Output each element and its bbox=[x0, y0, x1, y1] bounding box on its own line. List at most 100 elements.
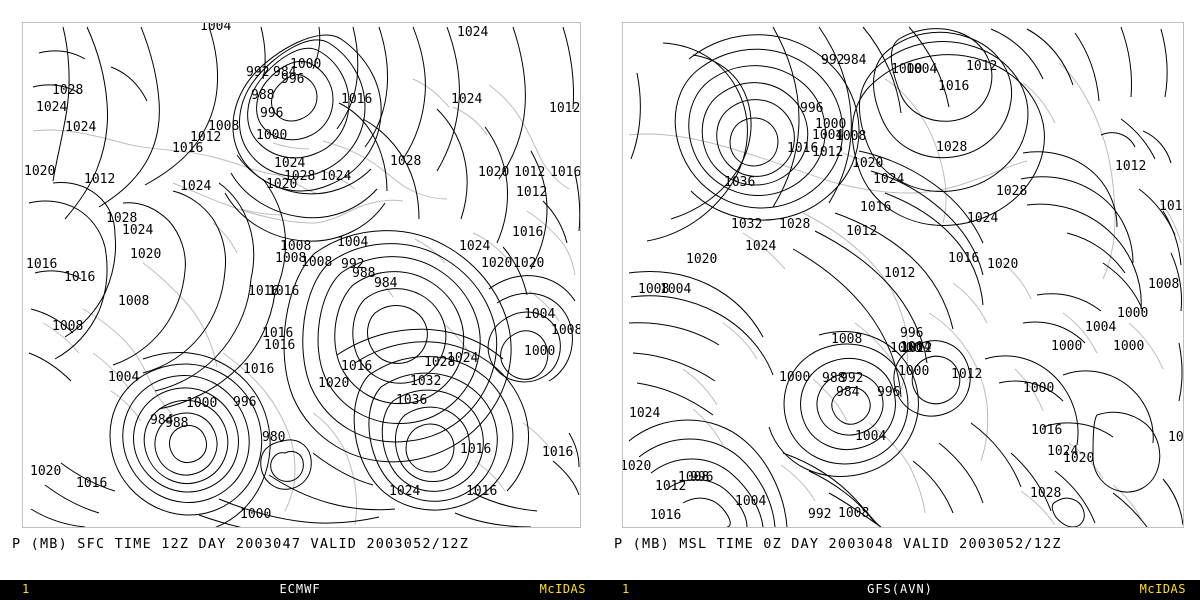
caption-gfs: P (MB) MSL TIME 0Z DAY 2003048 VALID 200… bbox=[614, 536, 1062, 552]
isobar-label: 1012 bbox=[901, 341, 932, 356]
isobar-label: 992 bbox=[341, 257, 364, 272]
isobar-label: 1008 bbox=[838, 506, 869, 521]
isobar-label: 1024 bbox=[389, 484, 420, 499]
isobar-label: 1000 bbox=[290, 57, 321, 72]
isobar-label: 996 bbox=[690, 470, 713, 485]
isobar-label: 1024 bbox=[36, 100, 67, 115]
isobar-label: 1000 bbox=[256, 128, 287, 143]
coastline-layer bbox=[628, 62, 1182, 526]
isobar-label: 1016 bbox=[76, 476, 107, 491]
isobar-label: 1016 bbox=[650, 508, 681, 523]
isobar-label: 984 bbox=[836, 385, 860, 400]
isobar-label: 1016 bbox=[26, 257, 57, 272]
isobar-label: 1012 bbox=[514, 165, 545, 180]
isobar-label: 1020 bbox=[987, 257, 1018, 272]
isobar-label: 1028 bbox=[106, 211, 137, 226]
isobar-label: 1016 bbox=[1031, 423, 1062, 438]
isobar-label: 1020 bbox=[24, 164, 55, 179]
isobar-label: 1016 bbox=[1159, 199, 1183, 214]
isobar-label: 1012 bbox=[549, 101, 580, 116]
isobar-label: 1020 bbox=[478, 165, 509, 180]
isobar-label: 1004 bbox=[524, 307, 555, 322]
isobar-label: 1020 bbox=[513, 256, 544, 271]
isobar-label: 1008 bbox=[208, 119, 239, 134]
isobar-label: 988 bbox=[822, 371, 845, 386]
isobar-label: 1008 bbox=[280, 239, 311, 254]
isobar-label: 1024 bbox=[967, 211, 998, 226]
isobar-label: 1004 bbox=[108, 370, 139, 385]
isobar-label: 996 bbox=[877, 385, 900, 400]
status-bar: 1 ECMWF McIDAS 1 GFS(AVN) McIDAS bbox=[0, 580, 1200, 600]
isobar-label: 1036 bbox=[396, 393, 427, 408]
coastline-layer bbox=[32, 78, 576, 526]
isobar-label: 1004 bbox=[812, 128, 843, 143]
status-brand-left: McIDAS bbox=[539, 582, 586, 596]
isobar-label: 1016 bbox=[460, 442, 491, 457]
isobar-label: 1036 bbox=[724, 175, 755, 190]
isobar-label: 1004 bbox=[906, 62, 937, 77]
isobar-label: 988 bbox=[251, 88, 274, 103]
isobar-label: 1004 bbox=[900, 340, 931, 355]
isobar-label: 1024 bbox=[629, 406, 660, 421]
isobar-label: 1000 bbox=[815, 117, 846, 132]
isobar-label: 1008 bbox=[835, 129, 866, 144]
contour-panel-ecmwf[interactable]: 1004 1024 1028 1024 992 984 1000 996 988 996 1016 1… bbox=[22, 22, 581, 528]
isobar-label: 992 bbox=[821, 53, 844, 68]
isobar-label: 1024 bbox=[459, 239, 490, 254]
status-bar-left[interactable]: 1 ECMWF McIDAS bbox=[0, 580, 600, 600]
isobar-label: 996 bbox=[233, 395, 256, 410]
isobar-label: 1012 bbox=[516, 185, 547, 200]
status-brand-right: McIDAS bbox=[1139, 582, 1186, 596]
isobar-label: 1000 bbox=[1113, 339, 1144, 354]
isobar-label: 1016 bbox=[262, 326, 293, 341]
isobar-label: 1024 bbox=[1047, 444, 1078, 459]
isobar-label: 1020 bbox=[1063, 451, 1094, 466]
isobar-label: 1004 bbox=[200, 23, 231, 34]
caption-ecmwf: P (MB) SFC TIME 12Z DAY 2003047 VALID 20… bbox=[12, 536, 470, 552]
isobar-label: 1016 bbox=[341, 92, 372, 107]
status-index-right: 1 bbox=[622, 582, 631, 596]
isobar-label: 984 bbox=[843, 53, 867, 68]
contour-panel-gfs[interactable]: 992 984 1000 1004 1012 1016 996 1000 1004 1008 101… bbox=[622, 22, 1184, 528]
isobar-label: 1020 bbox=[481, 256, 512, 271]
status-model-right: GFS(AVN) bbox=[867, 582, 933, 596]
isobar-label: 1020 bbox=[623, 459, 651, 474]
isobar-label: 1000 bbox=[1117, 306, 1148, 321]
isobar-label: 992 bbox=[808, 507, 831, 522]
isobar-label: 1000 bbox=[1168, 430, 1183, 445]
isobar-label: 1028 bbox=[936, 140, 967, 155]
isobar-label: 1012 bbox=[190, 130, 221, 145]
isobar-label: 1016 bbox=[938, 79, 969, 94]
isobar-label: 1012 bbox=[1115, 159, 1146, 174]
isobar-label: 1032 bbox=[410, 374, 441, 389]
isobar-label: 992 bbox=[840, 371, 863, 386]
isobar-layer bbox=[628, 26, 1183, 527]
isobar-label: 1024 bbox=[745, 239, 776, 254]
isobar-label: 1008 bbox=[118, 294, 149, 309]
isobar-label: 1024 bbox=[65, 120, 96, 135]
isobar-label: 1008 bbox=[52, 319, 83, 334]
isobar-label: 1016 bbox=[787, 141, 818, 156]
isobar-label: 1024 bbox=[274, 156, 305, 171]
isobar-label: 1000 bbox=[891, 62, 922, 77]
isobar-label: 1012 bbox=[884, 266, 915, 281]
isobar-label: 1000 bbox=[240, 507, 271, 522]
isobar-label: 1008 bbox=[831, 332, 862, 347]
isobar-label: 984 bbox=[374, 276, 398, 291]
isobar-label: 1008 bbox=[1148, 277, 1179, 292]
isobar-label: 1020 bbox=[686, 252, 717, 267]
isobar-label: 1012 bbox=[951, 367, 982, 382]
isobar-label: 1012 bbox=[812, 145, 843, 160]
isobar-label: 1028 bbox=[390, 154, 421, 169]
isobar-label: 1008 bbox=[551, 323, 580, 338]
status-bar-right[interactable]: 1 GFS(AVN) McIDAS bbox=[600, 580, 1200, 600]
isobar-label: 1000 bbox=[1023, 381, 1054, 396]
isobar-label: 1008 bbox=[638, 282, 669, 297]
isobar-label: 1028 bbox=[424, 355, 455, 370]
isobar-label: 1024 bbox=[447, 351, 478, 366]
isobar-label: 1000 bbox=[524, 344, 555, 359]
